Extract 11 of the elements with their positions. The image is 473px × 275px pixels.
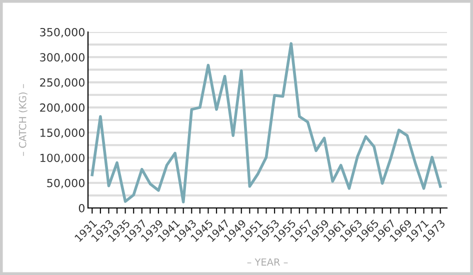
y-tick-label: 50,000 — [47, 178, 84, 188]
y-axis-title: – CATCH (KG) – — [18, 84, 28, 156]
y-tick-label: 250,000 — [40, 78, 84, 88]
y-tick-label: 0 — [78, 204, 84, 212]
y-tick-label: 150,000 — [40, 128, 84, 138]
line-series — [90, 42, 442, 204]
x-axis-title: – YEAR – — [247, 258, 288, 266]
y-tick-label: 100,000 — [40, 154, 84, 164]
y-tick-label: 200,000 — [40, 103, 84, 113]
y-tick-label: 350,000 — [40, 28, 84, 38]
y-tick-label: 300,000 — [40, 53, 84, 63]
